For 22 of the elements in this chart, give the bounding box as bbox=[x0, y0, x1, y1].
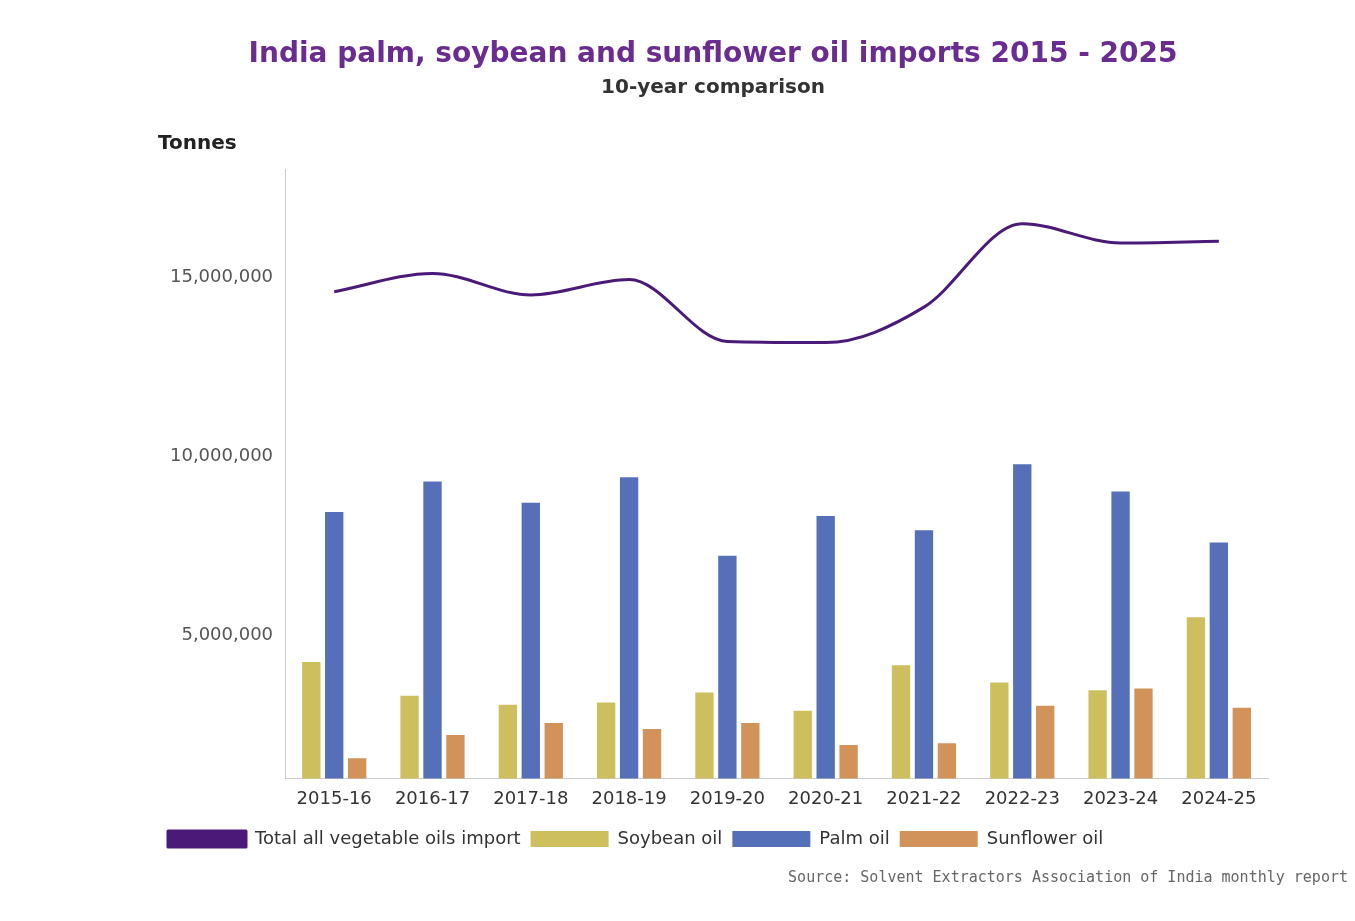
chart-title: India palm, soybean and sunflower oil imports 2015 - 2025 bbox=[248, 36, 1178, 70]
x-tick-label: 2018-19 bbox=[591, 786, 667, 808]
x-tick-label: 2016-17 bbox=[394, 786, 471, 808]
x-tick-label: 2017-18 bbox=[493, 786, 569, 808]
y-tick-label: 10,000,000 bbox=[170, 443, 274, 465]
y-tick-label: 5,000,000 bbox=[181, 622, 274, 644]
x-tick-label: 2023-24 bbox=[1082, 786, 1159, 808]
x-tick-label: 2021-22 bbox=[886, 786, 962, 808]
legend-label: Total all vegetable oils import bbox=[254, 826, 521, 848]
x-tick-label: 2022-23 bbox=[984, 786, 1060, 808]
x-tick-label: 2020-21 bbox=[788, 786, 864, 808]
y-tick-label: 15,000,000 bbox=[170, 264, 274, 286]
legend-label: Palm oil bbox=[819, 826, 890, 848]
chart-subtitle: 10-year comparison bbox=[601, 73, 825, 98]
source-note: Source: Solvent Extractors Association of India monthly report bbox=[787, 868, 1348, 886]
y-axis-title: Tonnes bbox=[158, 129, 237, 154]
legend-label: Sunflower oil bbox=[986, 826, 1104, 848]
x-tick-label: 2019-20 bbox=[689, 786, 765, 808]
x-tick-label: 2015-16 bbox=[296, 786, 372, 808]
legend-label: Soybean oil bbox=[617, 826, 723, 848]
x-tick-label: 2024-25 bbox=[1181, 786, 1257, 808]
line-series bbox=[332, 222, 1221, 345]
